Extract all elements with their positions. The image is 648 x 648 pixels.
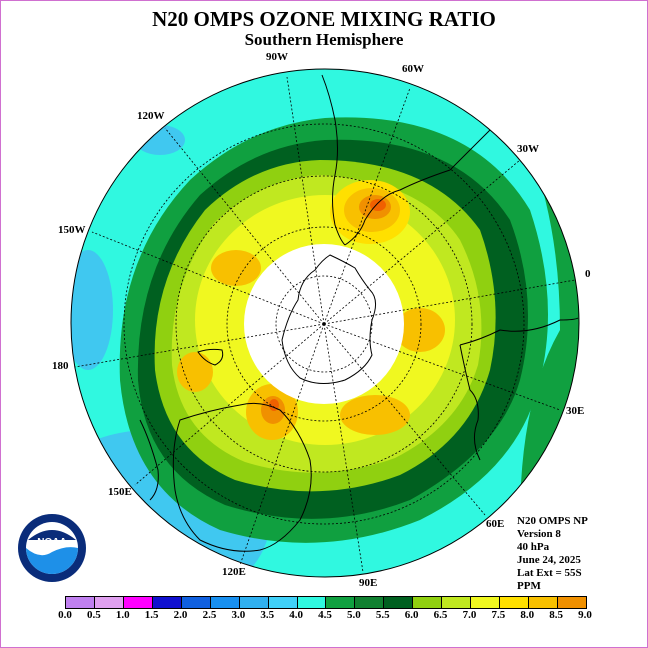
colorbar-swatch: [239, 597, 269, 608]
contour-7.0-7.5-e: [177, 352, 213, 392]
colorbar-swatch: [66, 597, 95, 608]
colorbar-swatch: [413, 597, 443, 608]
lon-label-150e: 150E: [108, 486, 132, 498]
colorbar-tick-label: 7.5: [491, 609, 506, 621]
new-zealand-coast: [139, 419, 159, 501]
colorbar-tick-label: 6.0: [404, 609, 419, 621]
info-instrument: N20 OMPS NP: [517, 515, 588, 527]
contour-3.0-3.5-west: [71, 250, 113, 370]
africa-south-coast: [459, 317, 579, 346]
colorbar-tick-label: 6.5: [433, 609, 448, 621]
info-date: June 24, 2025: [517, 554, 581, 566]
colorbar-tick-label: 2.0: [173, 609, 188, 621]
lon-label-30w: 30W: [517, 143, 539, 155]
colorbar-swatch: [355, 597, 385, 608]
colorbar-swatch: [384, 597, 414, 608]
info-block: N20 OMPS NP Version 8 40 hPa June 24, 20…: [517, 515, 588, 593]
lon-label-120w: 120W: [137, 110, 165, 122]
info-units: PPM: [517, 580, 541, 592]
colorbar-tick-label: 5.5: [375, 609, 390, 621]
colorbar-tick-label: 7.0: [462, 609, 477, 621]
colorbar-tick-label: 3.0: [231, 609, 246, 621]
colorbar-swatch: [529, 597, 558, 608]
lon-label-120e: 120E: [222, 566, 246, 578]
info-version: Version 8: [517, 528, 561, 540]
colorbar-swatch: [500, 597, 529, 608]
colorbar-tick-label: 2.5: [202, 609, 217, 621]
colorbar-swatch: [326, 597, 356, 608]
info-level: 40 hPa: [517, 541, 550, 553]
lon-label-90e: 90E: [359, 577, 378, 589]
colorbar-tick-label: 0.5: [87, 609, 101, 621]
colorbar-tick-label: 8.5: [549, 609, 563, 621]
antarctica-coast: [281, 254, 376, 384]
contour-7.0-7.5-f: [340, 395, 410, 435]
lon-label-150w: 150W: [58, 224, 86, 236]
colorbar-swatch: [442, 597, 472, 608]
colorbar: [65, 596, 587, 609]
colorbar-swatch: [471, 597, 501, 608]
coastlines: [139, 74, 579, 552]
lon-label-0: 0: [585, 268, 591, 280]
colorbar-swatch: [123, 597, 153, 608]
colorbar-tick-label: 0.0: [58, 609, 72, 621]
lon-label-180: 180: [52, 360, 69, 372]
colorbar-tick-label: 3.5: [260, 609, 275, 621]
colorbar-ticks: 0.0 0.5 1.0 1.5 2.0 2.5 3.0 3.5 4.0 4.5 5.0 5.5 6.0 6…: [58, 609, 592, 623]
logo-text: NOAA: [37, 537, 66, 548]
colorbar-tick-label: 4.0: [289, 609, 303, 621]
lon-label-90w: 90W: [266, 51, 288, 63]
colorbar-swatch: [557, 597, 586, 608]
contour-7.0-7.5-b: [211, 250, 261, 286]
graticule: [74, 76, 576, 573]
logo-wave: [26, 547, 78, 574]
map-boundary: [70, 68, 580, 578]
colorbar-swatch: [210, 597, 240, 608]
colorbar-tick-label: 1.0: [115, 609, 130, 621]
colorbar-tick-label: 4.5: [318, 609, 332, 621]
africa-east-coast: [459, 344, 481, 461]
logo-bird: [28, 530, 76, 540]
colorbar-tick-label: 1.5: [144, 609, 159, 621]
lon-label-30e: 30E: [566, 405, 585, 417]
colorbar-tick-label: 8.0: [520, 609, 535, 621]
colorbar-tick-label: 9.0: [578, 609, 592, 621]
map-title: N20 OMPS OZONE MIXING RATIO: [152, 7, 496, 31]
islands: [197, 348, 224, 366]
south-america-west-coast: [321, 74, 346, 246]
map-subtitle: Southern Hemisphere: [244, 30, 404, 49]
australia-coast: [172, 402, 312, 552]
south-america-east-coast: [344, 129, 491, 246]
lon-label-60e: 60E: [486, 518, 505, 530]
noaa-logo: NOAA: [18, 514, 86, 582]
colorbar-swatch: [181, 597, 211, 608]
colorbar-tick-label: 5.0: [347, 609, 361, 621]
colorbar-swatch: [268, 597, 298, 608]
lon-label-60w: 60W: [402, 63, 424, 75]
colorbar-swatch: [152, 597, 182, 608]
colorbar-swatch: [297, 597, 327, 608]
contour-7.0-7.5-d: [395, 308, 445, 352]
colorbar-swatch: [94, 597, 124, 608]
info-lat-ext: Lat Ext = 55S: [517, 567, 582, 579]
